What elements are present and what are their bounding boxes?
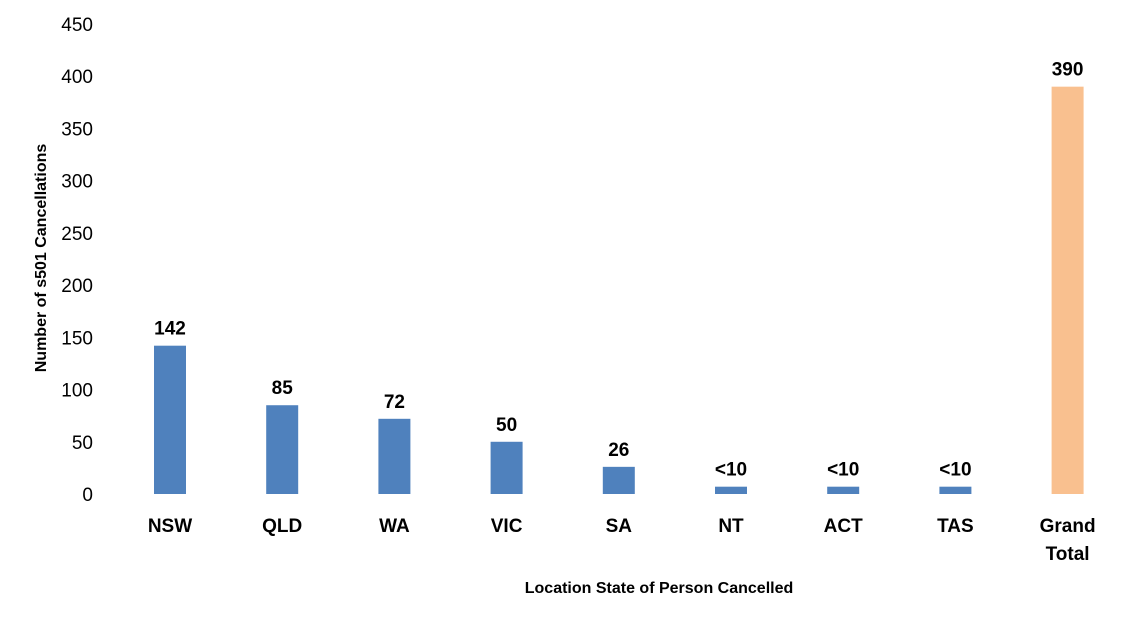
y-tick-label: 0 [82,485,93,506]
data-label: 50 [496,415,517,436]
data-label: 390 [1052,60,1084,81]
y-tick-label: 200 [61,276,93,297]
data-labels: 142 85 72 50 26 <10 <10 <10 390 [154,60,1083,481]
y-tick-label: 300 [61,172,93,193]
data-label: 142 [154,319,186,340]
data-label: <10 [827,460,859,481]
bar-wa [378,418,411,494]
bar-nsw [154,345,186,494]
x-tick-label: Grand Total [1040,516,1096,565]
data-label: <10 [715,460,747,481]
x-axis-category-labels: NSW QLD WA VIC SA NT ACT TAS Grand Total [148,516,1096,565]
data-label: 85 [272,378,294,399]
bar-act [827,486,860,494]
y-axis-ticks: 0 50 100 150 200 250 300 350 400 450 [61,15,93,506]
x-axis-title: Location State of Person Cancelled [525,580,794,597]
x-tick-label: NSW [148,516,192,537]
y-axis-title: Number of s501 Cancellations [33,144,50,373]
x-tick-label: QLD [262,516,302,537]
bar-qld [266,405,299,494]
x-tick-label: TAS [937,516,974,537]
x-tick-label: SA [606,516,633,537]
x-tick-label: VIC [491,516,523,537]
y-tick-label: 250 [61,224,93,245]
data-label: 72 [384,392,405,413]
y-tick-label: 150 [61,328,93,349]
data-label: 26 [608,440,629,461]
y-tick-label: 400 [61,67,93,88]
bars [154,86,1084,495]
x-tick-label: WA [379,516,410,537]
y-tick-label: 50 [72,433,93,454]
y-tick-label: 350 [61,119,93,140]
bar-grand-total [1051,86,1084,495]
x-tick-label: NT [718,516,744,537]
bar-tas [939,486,972,494]
bar-vic [490,441,523,494]
bar-nt [715,486,747,494]
data-label: <10 [939,460,971,481]
x-tick-label: ACT [824,516,863,537]
bar-sa [602,466,635,494]
y-tick-label: 100 [61,381,93,402]
y-tick-label: 450 [61,15,93,36]
